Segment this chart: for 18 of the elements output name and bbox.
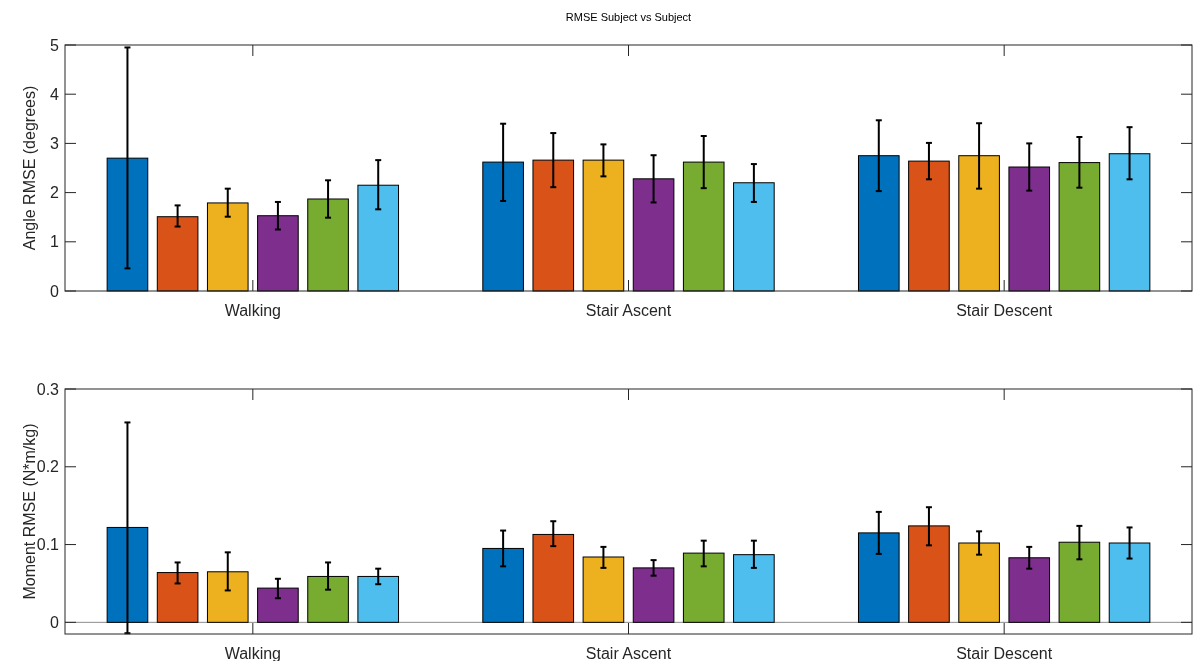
y-tick-label: 1	[50, 233, 60, 251]
y-tick-label: 0	[50, 282, 60, 300]
y-tick-label: 5	[50, 36, 60, 54]
y-tick-label: 2	[50, 184, 60, 202]
y-tick-label: 0.2	[36, 458, 60, 476]
chart-title: RMSE Subject vs Subject	[565, 11, 692, 23]
y-tick-label: 0.3	[36, 380, 60, 398]
x-tick-label: Walking	[224, 302, 281, 319]
x-tick-label: Stair Descent	[956, 302, 1053, 319]
x-tick-label: Stair Descent	[956, 645, 1053, 661]
y-tick-label: 0	[50, 613, 60, 631]
y-tick-label: 4	[50, 85, 60, 103]
y-tick-label: 3	[50, 135, 60, 152]
x-tick-label: Stair Ascent	[585, 302, 672, 319]
y-axis-title: Angle RMSE (degrees)	[21, 85, 38, 251]
y-tick-label: 0.1	[36, 536, 60, 554]
y-axis-title: Moment RMSE (N*m/kg)	[21, 423, 38, 600]
x-tick-label: Stair Ascent	[585, 645, 672, 661]
